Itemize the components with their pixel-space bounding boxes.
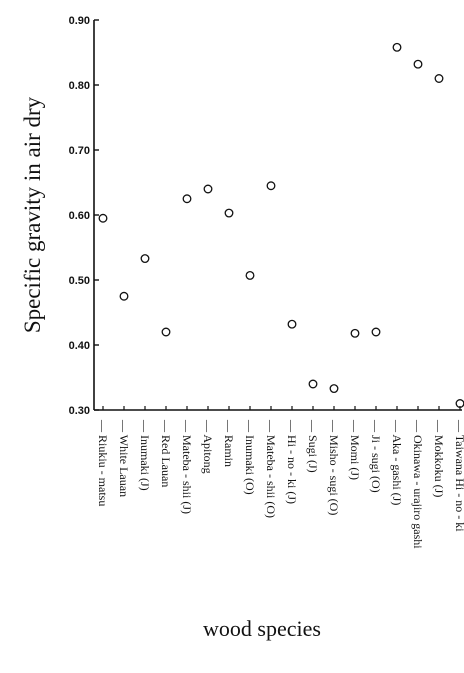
category-label: — Aka - gashi (J) <box>390 419 404 505</box>
category-label: — Misho - sugi (O) <box>327 419 341 515</box>
data-point <box>182 194 192 204</box>
y-tick-label: 0.90 <box>69 15 90 27</box>
y-tick-label: 0.30 <box>69 405 90 417</box>
data-point <box>119 291 129 301</box>
category-label: — Inumaki (O) <box>243 419 257 495</box>
data-point <box>245 271 255 280</box>
data-point <box>350 328 360 338</box>
data-points <box>98 42 464 408</box>
category-label: — Riukiu - matsu <box>96 419 110 506</box>
data-point <box>392 42 402 52</box>
axes <box>93 20 462 411</box>
data-point <box>203 184 213 194</box>
y-tick-label: 0.70 <box>69 145 90 157</box>
data-point <box>224 208 234 218</box>
data-point <box>287 319 297 329</box>
category-label: — Sugi (J) <box>306 419 320 473</box>
data-point <box>161 327 171 337</box>
y-tick-label: 0.60 <box>69 210 90 222</box>
category-label: — Red Lauan <box>159 419 173 487</box>
x-ticks <box>102 406 461 410</box>
data-point <box>140 254 150 263</box>
data-point <box>308 379 318 389</box>
y-tick-label: 0.40 <box>69 340 90 352</box>
x-axis-title: wood species <box>203 616 321 641</box>
category-label: — Inumaki (J) <box>138 419 152 491</box>
data-point <box>266 181 276 191</box>
category-label: — Mateba - shii (O) <box>264 419 278 518</box>
category-label: — White Lauan <box>117 419 131 497</box>
category-label: — Apitong <box>201 419 215 474</box>
data-point <box>329 384 339 393</box>
y-tick-label: 0.50 <box>69 275 90 287</box>
category-label: — Mokkoku (J) <box>432 419 446 497</box>
category-label: — Mateba - shii (J) <box>180 419 194 514</box>
category-labels: — Riukiu - matsu — White Lauan — Inumaki (… <box>96 419 464 549</box>
category-label: — Momi (J) <box>348 419 362 480</box>
data-point <box>434 74 444 83</box>
y-tick-label: 0.80 <box>69 80 90 92</box>
y-axis-title: Specific gravity in air dry <box>20 96 45 333</box>
data-point <box>413 59 423 69</box>
category-label: — Taiwana Hi - no - ki <box>453 419 464 532</box>
y-ticks: 0.30 0.40 0.50 0.60 0.70 0.80 0.90 <box>69 15 99 417</box>
data-point <box>98 213 108 223</box>
data-point <box>371 327 381 337</box>
category-label: — Hi - no - ki (J) <box>285 419 299 504</box>
category-label: — Ramin <box>222 419 236 467</box>
category-label: — Okinawa - urajiro gashi <box>411 419 425 549</box>
category-label: — Ji - sugi (O) <box>369 419 383 493</box>
